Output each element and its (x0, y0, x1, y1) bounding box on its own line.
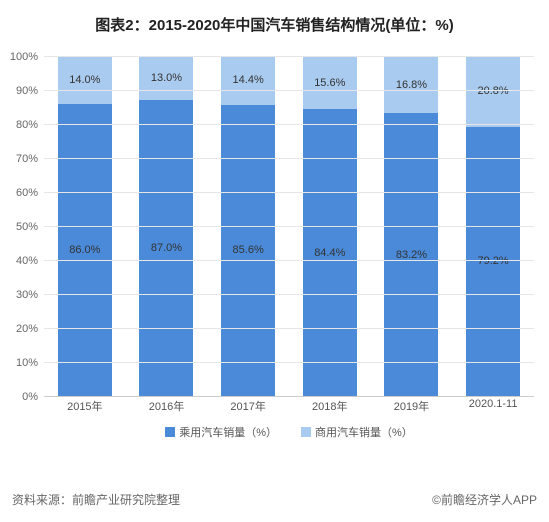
legend-swatch (165, 427, 175, 437)
data-label: 14.0% (69, 74, 100, 86)
data-label: 83.2% (396, 249, 427, 261)
grid-line: 80% (44, 124, 534, 125)
footer: 资料来源：前瞻产业研究院整理 ©前瞻经济学人APP (12, 491, 537, 508)
grid-line: 10% (44, 362, 534, 363)
legend-item: 乘用汽车销量（%） (165, 424, 277, 440)
bar-segment: 20.8% (466, 56, 520, 127)
bar-segment: 83.2% (384, 113, 438, 396)
bar-segment: 85.6% (221, 105, 275, 396)
chart-title: 图表2：2015-2020年中国汽车销售结构情况(单位：%) (0, 0, 549, 35)
x-tick-label: 2016年 (139, 398, 193, 414)
grid-line: 100% (44, 56, 534, 57)
data-label: 85.6% (233, 244, 264, 256)
grid-line: 30% (44, 294, 534, 295)
y-tick-label: 40% (16, 255, 44, 267)
bar-segment: 14.0% (58, 56, 112, 104)
x-tick-label: 2015年 (58, 398, 112, 414)
y-tick-label: 70% (16, 153, 44, 165)
grid-line: 40% (44, 260, 534, 261)
bar-segment: 87.0% (139, 100, 193, 396)
source-text: 资料来源：前瞻产业研究院整理 (12, 491, 180, 508)
x-tick-label: 2017年 (221, 398, 275, 414)
copyright-text: ©前瞻经济学人APP (432, 491, 537, 508)
data-label: 15.6% (314, 77, 345, 89)
bar-segment: 16.8% (384, 56, 438, 113)
bar-segment: 86.0% (58, 104, 112, 396)
data-label: 16.8% (396, 79, 427, 91)
data-label: 79.2% (478, 255, 509, 267)
legend-swatch (301, 427, 311, 437)
legend: 乘用汽车销量（%） 商用汽车销量（%） (44, 424, 534, 440)
y-tick-label: 80% (16, 119, 44, 131)
legend-item: 商用汽车销量（%） (301, 424, 413, 440)
x-axis-labels: 2015年 2016年 2017年 2018年 2019年 2020.1-11 (44, 398, 534, 414)
chart-area: 14.0% 86.0% 13.0% 87.0% 14.4% 85.6% 15.6% 84.4%… (44, 56, 534, 444)
bar-segment: 14.4% (221, 56, 275, 105)
y-tick-label: 20% (16, 323, 44, 335)
grid-line: 0% (44, 396, 534, 397)
legend-label: 乘用汽车销量（%） (179, 424, 277, 440)
grid-line: 20% (44, 328, 534, 329)
source-label: 资料来源： (12, 493, 72, 507)
grid-line: 50% (44, 226, 534, 227)
grid-line: 70% (44, 158, 534, 159)
x-tick-label: 2018年 (303, 398, 357, 414)
bar-segment: 13.0% (139, 56, 193, 100)
grid-line: 90% (44, 90, 534, 91)
plot-region: 14.0% 86.0% 13.0% 87.0% 14.4% 85.6% 15.6% 84.4%… (44, 56, 534, 396)
grid-line: 60% (44, 192, 534, 193)
y-tick-label: 0% (22, 391, 44, 403)
y-tick-label: 30% (16, 289, 44, 301)
bar-segment: 15.6% (303, 56, 357, 109)
data-label: 20.8% (478, 85, 509, 97)
y-tick-label: 100% (10, 51, 44, 63)
legend-label: 商用汽车销量（%） (315, 424, 413, 440)
y-tick-label: 10% (16, 357, 44, 369)
y-tick-label: 50% (16, 221, 44, 233)
x-tick-label: 2019年 (384, 398, 438, 414)
data-label: 86.0% (69, 244, 100, 256)
source-value: 前瞻产业研究院整理 (72, 493, 180, 507)
x-tick-label: 2020.1-11 (466, 398, 520, 414)
data-label: 84.4% (314, 247, 345, 259)
data-label: 87.0% (151, 242, 182, 254)
y-tick-label: 60% (16, 187, 44, 199)
bar-segment: 79.2% (466, 127, 520, 396)
y-tick-label: 90% (16, 85, 44, 97)
data-label: 13.0% (151, 72, 182, 84)
bar-segment: 84.4% (303, 109, 357, 396)
data-label: 14.4% (233, 74, 264, 86)
